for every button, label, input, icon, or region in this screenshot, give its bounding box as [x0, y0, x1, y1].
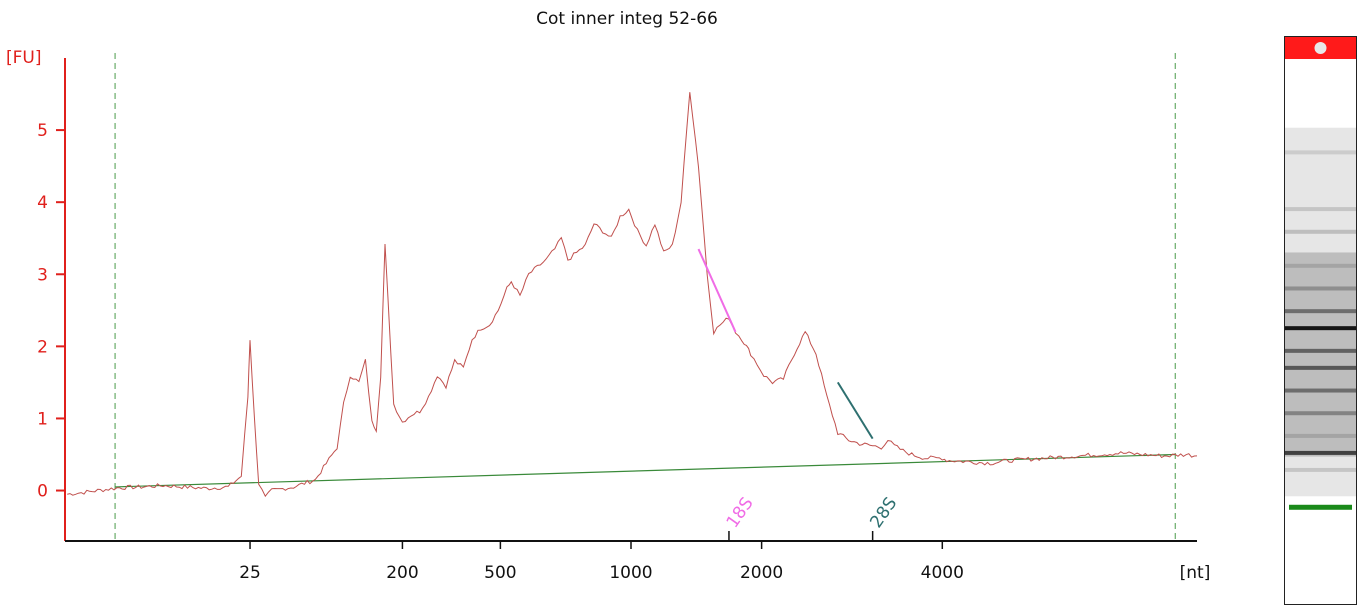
gel-band [1285, 348, 1356, 353]
baseline-line [115, 453, 1176, 488]
gel-band [1285, 309, 1356, 314]
gel-band [1285, 150, 1356, 155]
x-axis-label: [nt] [1180, 563, 1211, 583]
gel-band [1285, 263, 1356, 268]
gel-upper-marker-dot [1314, 42, 1327, 54]
gel-band [1285, 326, 1356, 331]
y-tick-label: 2 [37, 337, 48, 357]
y-tick-label: 1 [37, 409, 48, 429]
gel-band [1285, 365, 1356, 370]
x-tick-label: 2000 [740, 563, 783, 583]
gel-band [1285, 450, 1356, 455]
plot-area: 0 1 2 3 4 5 [FU] 25 200 500 1000 2000 4000 [nt] 18S 28S [6, 48, 1210, 583]
electropherogram-chart: Cot inner integ 52-66 0 1 2 3 4 5 [FU] 25 200 500… [6, 9, 1210, 583]
y-axis-label: [FU] [6, 48, 42, 68]
x-tick-label: 1000 [609, 563, 652, 583]
gel-band [1285, 388, 1356, 393]
gel-smear-dense [1285, 252, 1356, 457]
gel-band [1285, 286, 1356, 291]
gel-lower-marker [1289, 504, 1352, 510]
x-tick-label: 4000 [921, 563, 964, 583]
chart-title: Cot inner integ 52-66 [536, 9, 718, 29]
gel-band [1285, 467, 1356, 472]
gel-band [1285, 433, 1356, 438]
x-tick-label: 200 [386, 563, 418, 583]
y-tick-label: 3 [37, 265, 48, 285]
y-tick-label: 0 [37, 482, 48, 502]
gel-lane-image [1285, 37, 1356, 510]
trace-line [67, 92, 1198, 498]
y-tick-label: 5 [37, 121, 48, 141]
gel-band [1285, 411, 1356, 416]
marker-label-28s: 28S [866, 494, 901, 532]
peak-segment-18s [697, 248, 737, 333]
gel-band [1285, 207, 1356, 212]
x-tick-label: 25 [239, 563, 261, 583]
gel-band [1285, 229, 1356, 234]
y-tick-label: 4 [37, 193, 48, 213]
gel-lane [1284, 36, 1357, 605]
peak-segment-28s [836, 381, 874, 440]
marker-label-18s: 18S [723, 494, 758, 532]
x-tick-label: 500 [484, 563, 516, 583]
